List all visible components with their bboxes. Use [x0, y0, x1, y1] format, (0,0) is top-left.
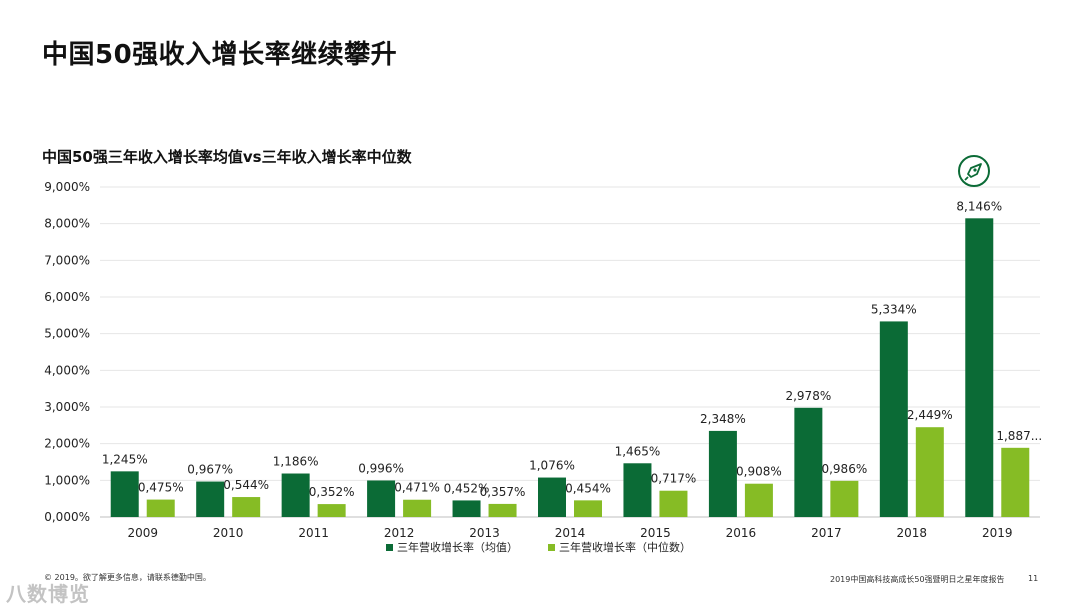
bar-median [830, 480, 859, 517]
y-tick-label: 4,000% [44, 363, 90, 377]
data-label-mean: 1,245% [102, 452, 148, 466]
y-tick-label: 8,000% [44, 217, 90, 231]
y-tick-label: 3,000% [44, 400, 90, 414]
data-label-mean: 1,186% [273, 455, 319, 469]
bar-mean [623, 463, 652, 517]
data-label-median: 0,475% [138, 481, 184, 495]
y-tick-label: 9,000% [44, 180, 90, 194]
legend-swatch-median [548, 544, 555, 551]
footer-report-name: 2019中国高科技高成长50强暨明日之星年度报告 [830, 575, 1005, 584]
data-label-mean: 0,967% [187, 463, 233, 477]
y-tick-label: 6,000% [44, 290, 90, 304]
bar-mean [794, 407, 823, 517]
footer-copyright: © 2019。欲了解更多信息，请联系德勤中国。 [44, 573, 211, 582]
y-tick-label: 5,000% [44, 327, 90, 341]
bar-mean [452, 500, 481, 517]
x-tick-label: 2019 [982, 526, 1013, 540]
data-label-median: 0,544% [223, 478, 269, 492]
bar-mean [281, 473, 310, 517]
bar-mean [196, 481, 225, 517]
data-label-mean: 1,076% [529, 459, 575, 473]
data-label-mean: 5,334% [871, 302, 917, 316]
x-tick-label: 2011 [298, 526, 329, 540]
bar-median [317, 504, 346, 517]
footer-page-number: 11 [1028, 574, 1039, 583]
data-label-median: 0,471% [394, 481, 440, 495]
data-label-median: 0,908% [736, 465, 782, 479]
bar-mean [965, 218, 994, 517]
x-tick-label: 2014 [555, 526, 586, 540]
watermark: 八数博览 [6, 582, 90, 606]
data-label-mean: 1,465% [615, 444, 661, 458]
bar-mean [367, 480, 396, 517]
chart-title: 中国50强三年收入增长率均值vs三年收入增长率中位数 [42, 148, 412, 166]
x-tick-label: 2009 [127, 526, 158, 540]
data-label-median: 2,449% [907, 408, 953, 422]
bar-median [403, 499, 432, 517]
y-tick-label: 1,000% [44, 473, 90, 487]
y-tick-label: 2,000% [44, 437, 90, 451]
x-tick-label: 2013 [469, 526, 500, 540]
data-label-median: 0,357% [480, 485, 526, 499]
x-tick-label: 2015 [640, 526, 671, 540]
page-title: 中国50强收入增长率继续攀升 [42, 40, 398, 70]
x-tick-label: 2017 [811, 526, 842, 540]
bar-mean [708, 430, 737, 517]
data-label-mean: 2,348% [700, 412, 746, 426]
bar-median [1001, 447, 1030, 517]
legend-swatch-mean [386, 544, 393, 551]
data-label-median: 0,352% [309, 485, 355, 499]
bar-mean [110, 471, 139, 517]
bar-median [659, 490, 688, 517]
bar-median [146, 499, 175, 517]
data-label-mean: 0,452% [444, 481, 490, 495]
data-label-mean: 8,146% [956, 199, 1002, 213]
rocket-icon [958, 155, 990, 187]
data-label-median: 0,454% [565, 481, 611, 495]
data-label-mean: 2,978% [785, 389, 831, 403]
data-label-median: 0,717% [651, 472, 697, 486]
legend-label-median: 三年营收增长率（中位数） [559, 540, 691, 554]
x-tick-label: 2010 [213, 526, 244, 540]
bar-mean [879, 321, 908, 517]
bar-median [744, 483, 773, 517]
x-tick-label: 2018 [897, 526, 928, 540]
x-tick-label: 2012 [384, 526, 415, 540]
data-label-median: 1,887... [996, 429, 1042, 443]
legend-label-mean: 三年营收增长率（均值） [397, 540, 518, 554]
data-label-median: 0,986% [821, 462, 867, 476]
y-tick-label: 7,000% [44, 253, 90, 267]
bar-median [488, 503, 517, 517]
bar-median [915, 427, 944, 517]
bar-median [574, 500, 602, 517]
x-tick-label: 2016 [726, 526, 757, 540]
data-label-mean: 0,996% [358, 461, 404, 475]
bar-median [232, 497, 261, 517]
bar-mean [538, 477, 566, 517]
y-tick-label: 0,000% [44, 510, 90, 524]
